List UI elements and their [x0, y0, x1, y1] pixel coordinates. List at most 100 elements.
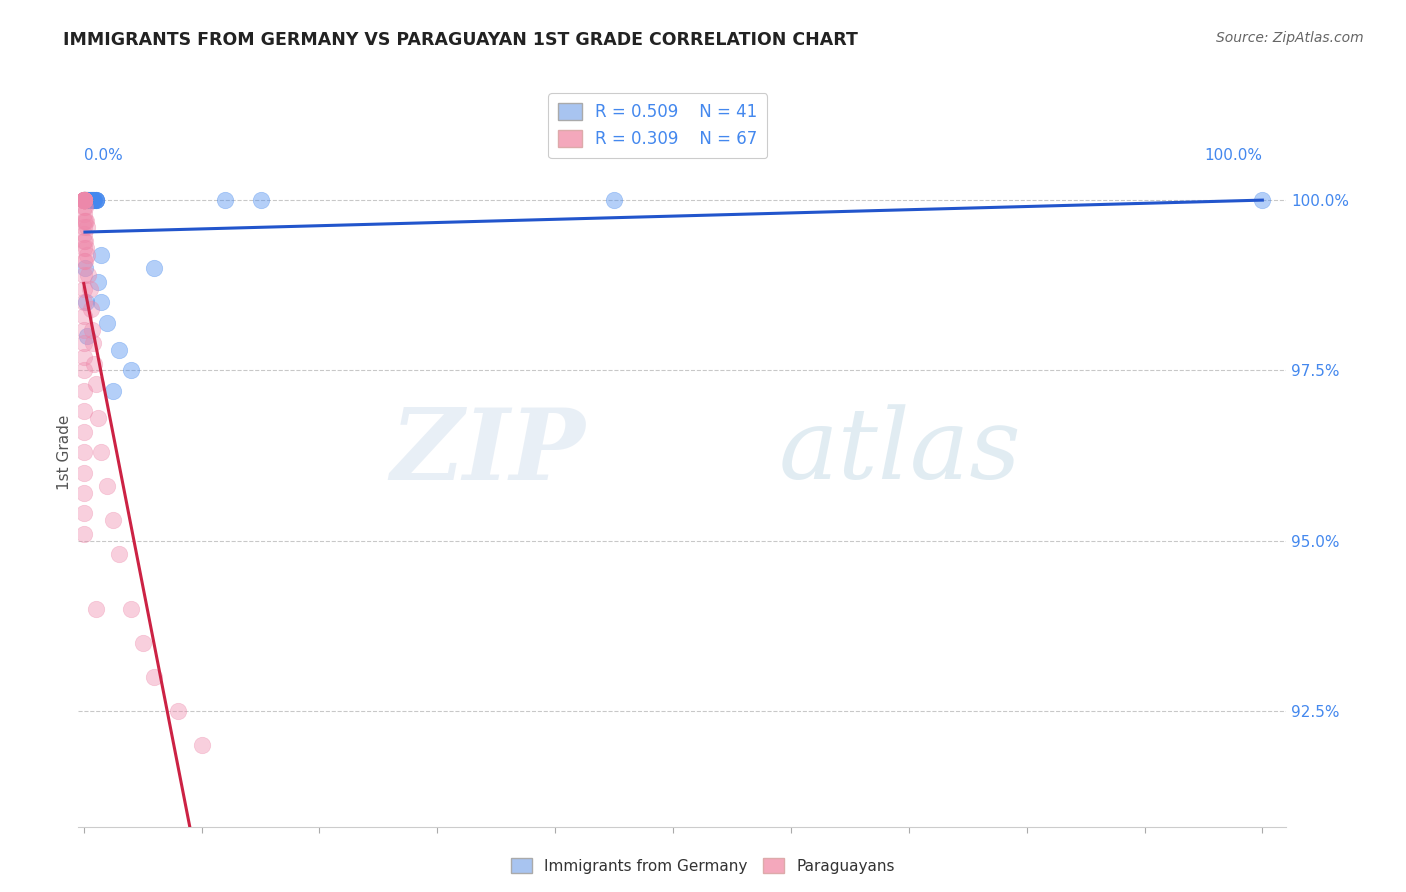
Point: [73, 193, 96, 207]
Point: [82, 336, 104, 351]
Point: [75, 193, 97, 207]
Point: [73, 404, 96, 418]
Point: [75, 193, 97, 207]
Point: [76, 193, 98, 207]
Point: [73, 254, 96, 268]
Point: [73, 193, 96, 207]
Point: [73, 309, 96, 323]
Point: [80, 193, 103, 207]
Point: [73, 213, 96, 227]
Point: [96, 479, 118, 493]
Point: [80, 193, 103, 207]
Point: [73, 486, 96, 500]
Point: [83, 193, 105, 207]
Point: [73, 193, 96, 207]
Point: [73, 193, 96, 207]
Point: [75, 193, 97, 207]
Point: [73, 200, 96, 214]
Point: [76, 329, 98, 343]
Point: [80, 322, 103, 336]
Point: [73, 193, 96, 207]
Point: [76, 193, 98, 207]
Point: [73, 193, 96, 207]
Point: [103, 513, 125, 527]
Y-axis label: 1st Grade: 1st Grade: [58, 415, 72, 490]
Text: ZIP: ZIP: [391, 404, 585, 500]
Point: [84, 193, 107, 207]
Point: [143, 261, 166, 276]
Point: [73, 193, 96, 207]
Point: [190, 738, 212, 752]
Point: [73, 336, 96, 351]
Text: IMMIGRANTS FROM GERMANY VS PARAGUAYAN 1ST GRADE CORRELATION CHART: IMMIGRANTS FROM GERMANY VS PARAGUAYAN 1S…: [63, 31, 858, 49]
Point: [120, 602, 142, 616]
Point: [84, 193, 107, 207]
Point: [73, 234, 96, 248]
Point: [73, 193, 96, 207]
Point: [73, 193, 96, 207]
Point: [73, 213, 96, 227]
Point: [73, 363, 96, 377]
Point: [1251, 193, 1274, 207]
Point: [73, 193, 96, 207]
Point: [79, 193, 101, 207]
Point: [120, 363, 142, 377]
Point: [143, 670, 166, 684]
Point: [73, 445, 96, 459]
Point: [108, 343, 131, 357]
Text: 100.0%: 100.0%: [1205, 148, 1263, 163]
Text: Source: ZipAtlas.com: Source: ZipAtlas.com: [1216, 31, 1364, 45]
Point: [73, 193, 96, 207]
Point: [84, 602, 107, 616]
Point: [90, 295, 112, 310]
Point: [77, 193, 100, 207]
Point: [73, 193, 96, 207]
Point: [90, 247, 112, 261]
Legend: Immigrants from Germany, Paraguayans: Immigrants from Germany, Paraguayans: [505, 852, 901, 880]
Point: [76, 220, 98, 235]
Point: [83, 193, 105, 207]
Point: [73, 241, 96, 255]
Point: [87, 275, 110, 289]
Point: [75, 213, 97, 227]
Point: [82, 193, 104, 207]
Point: [73, 193, 96, 207]
Point: [73, 527, 96, 541]
Point: [77, 268, 100, 282]
Point: [82, 193, 104, 207]
Point: [73, 254, 96, 268]
Point: [131, 636, 153, 650]
Point: [73, 282, 96, 296]
Point: [80, 301, 103, 316]
Point: [167, 704, 190, 718]
Point: [73, 193, 96, 207]
Point: [79, 193, 101, 207]
Point: [80, 193, 103, 207]
Point: [73, 507, 96, 521]
Legend: R = 0.509    N = 41, R = 0.309    N = 67: R = 0.509 N = 41, R = 0.309 N = 67: [548, 94, 768, 158]
Point: [73, 193, 96, 207]
Point: [108, 547, 131, 561]
Point: [79, 282, 101, 296]
Point: [603, 193, 626, 207]
Point: [87, 411, 110, 425]
Point: [90, 445, 112, 459]
Point: [73, 193, 96, 207]
Point: [96, 316, 118, 330]
Point: [73, 193, 96, 207]
Point: [73, 227, 96, 241]
Point: [73, 193, 96, 207]
Point: [214, 193, 236, 207]
Point: [73, 295, 96, 310]
Point: [73, 193, 96, 207]
Point: [73, 220, 96, 235]
Point: [73, 322, 96, 336]
Point: [73, 207, 96, 221]
Point: [73, 193, 96, 207]
Point: [73, 350, 96, 364]
Point: [73, 193, 96, 207]
Point: [77, 193, 100, 207]
Point: [83, 357, 105, 371]
Point: [73, 193, 96, 207]
Point: [73, 261, 96, 276]
